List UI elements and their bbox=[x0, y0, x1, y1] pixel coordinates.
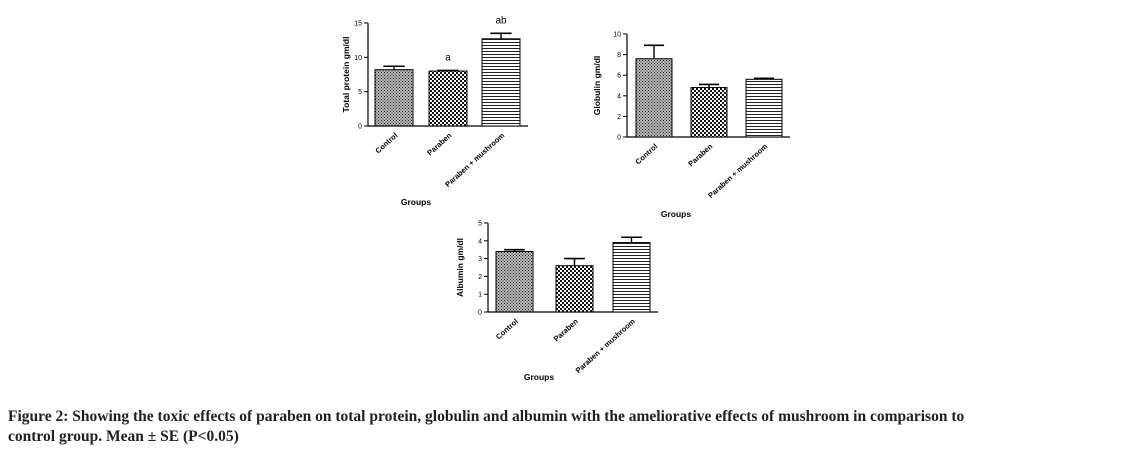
significance-label-paraben-mushroom: ab bbox=[495, 15, 507, 26]
x-tick-label-paraben-mushroom: Paraben + mushroom bbox=[443, 131, 506, 189]
y-tick-label: 10 bbox=[613, 32, 621, 39]
x-axis-label: Groups bbox=[661, 209, 691, 219]
caption-line-2: control group. Mean ± SE (P<0.05) bbox=[8, 428, 239, 445]
figure-caption: Figure 2: Showing the toxic effects of p… bbox=[8, 407, 1118, 447]
y-tick-label: 4 bbox=[478, 238, 482, 245]
x-tick-label-paraben: Paraben bbox=[686, 142, 714, 169]
y-axis-label: Albumin gm/dl bbox=[455, 238, 465, 297]
x-tick-label-paraben-mushroom: Paraben + mushroom bbox=[706, 142, 769, 200]
x-tick-label-paraben-mushroom: Paraben + mushroom bbox=[574, 317, 637, 375]
bar-paraben-mushroom bbox=[612, 242, 651, 313]
x-tick-label-control: Control bbox=[373, 131, 399, 156]
bar-paraben-mushroom bbox=[745, 78, 783, 138]
x-tick-label-paraben: Paraben bbox=[552, 317, 580, 344]
y-tick-label: 6 bbox=[617, 73, 621, 80]
x-tick-label-control: Control bbox=[633, 142, 659, 167]
y-tick-label: 1 bbox=[478, 292, 482, 299]
bar-paraben bbox=[555, 265, 594, 313]
x-axis-label: Groups bbox=[524, 372, 554, 382]
significance-label-paraben: a bbox=[445, 52, 451, 63]
total-protein-chart: 0 5 10 15 Total protein gm/dl Control a Paraben… bbox=[341, 15, 528, 207]
y-tick-label: 2 bbox=[617, 114, 621, 121]
y-tick-label: 5 bbox=[358, 89, 362, 96]
bar-paraben-mushroom bbox=[481, 38, 521, 127]
y-tick-label: 10 bbox=[354, 55, 362, 62]
bar-control bbox=[635, 58, 673, 138]
y-tick-label: 8 bbox=[617, 52, 621, 59]
y-tick-label: 2 bbox=[478, 274, 482, 281]
y-axis-label: Globulin gm/dl bbox=[592, 56, 602, 116]
bar-control bbox=[374, 69, 414, 127]
bar-control bbox=[495, 250, 534, 313]
caption-line-1: Figure 2: Showing the toxic effects of p… bbox=[8, 408, 965, 425]
x-tick-label-paraben: Paraben bbox=[425, 131, 453, 158]
albumin-chart: 0 1 2 3 4 5 Albumin gm/dl Control ParabenParaben… bbox=[455, 221, 658, 382]
y-tick-label: 0 bbox=[478, 310, 482, 317]
bar-paraben bbox=[428, 70, 468, 127]
y-tick-label: 15 bbox=[354, 21, 362, 28]
y-tick-label: 5 bbox=[478, 221, 482, 228]
y-tick-label: 0 bbox=[617, 135, 621, 142]
y-tick-label: 0 bbox=[358, 124, 362, 131]
globulin-chart: 0 2 4 6 8 10 Globulin gm/dl Control ParabenParab… bbox=[592, 32, 790, 219]
y-tick-label: 4 bbox=[617, 93, 621, 100]
y-tick-label: 3 bbox=[478, 256, 482, 263]
x-axis-label: Groups bbox=[401, 197, 431, 207]
x-tick-label-control: Control bbox=[494, 317, 520, 342]
y-axis-label: Total protein gm/dl bbox=[341, 37, 351, 113]
bar-paraben bbox=[690, 87, 728, 138]
